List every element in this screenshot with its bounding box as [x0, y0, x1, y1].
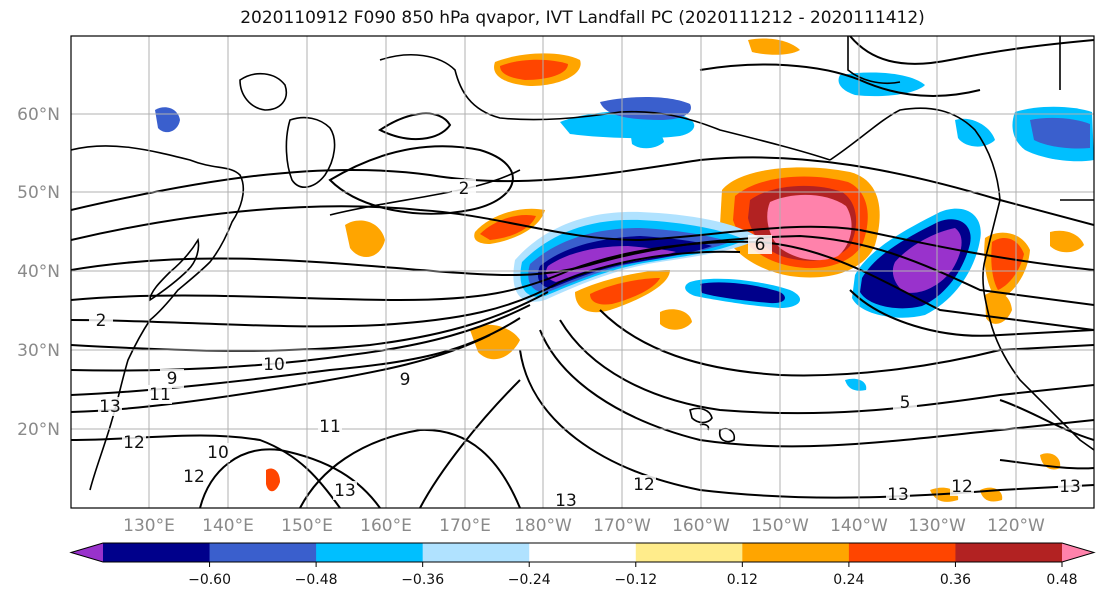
aleutian-islands — [329, 169, 521, 216]
colorbar-tick-label: 0.12 — [727, 572, 758, 588]
colorbar-outline — [69, 542, 1096, 563]
lon-label: 140°E — [202, 516, 254, 536]
colorbar: −0.60 −0.48 −0.36 −0.24 −0.12 0.12 0.24 0.36 0.4… — [69, 542, 1096, 588]
contour-label: 12 — [633, 475, 655, 495]
colorbar-tick-label: 0.48 — [1046, 572, 1077, 588]
colorbar-segment — [103, 543, 211, 562]
colorbar-segment — [209, 543, 317, 562]
colorbar-segment — [316, 543, 424, 562]
lon-label: 150°E — [281, 516, 333, 536]
lon-label: 120°W — [987, 516, 1045, 536]
colorbar-tick-label: −0.24 — [508, 572, 551, 588]
plot-frame — [70, 35, 1095, 509]
contour-label: 6 — [755, 235, 766, 255]
contour-label: 13 — [99, 397, 121, 417]
lat-label: 20°N — [17, 420, 60, 440]
lon-label: 170°E — [439, 516, 491, 536]
colorbar-tick-label: −0.60 — [188, 572, 231, 588]
japan-coastline — [149, 237, 200, 302]
kamchatka-coastline — [285, 116, 336, 188]
lon-label: 160°W — [672, 516, 730, 536]
alaska-coastline — [379, 54, 831, 161]
lon-label: 140°W — [830, 516, 888, 536]
contour-label: 11 — [149, 385, 171, 405]
contour-label: 13 — [334, 481, 356, 501]
contour-label: 12 — [183, 467, 205, 487]
contour-label: 5 — [900, 393, 911, 413]
colorbar-tick-label: −0.12 — [614, 572, 657, 588]
longitude-labels: 130°E 140°E 150°E 160°E 170°E 180°W 170°W 160°W… — [123, 516, 1045, 536]
colorbar-extend-high — [1062, 543, 1094, 562]
colorbar-segment — [848, 543, 956, 562]
contour-label: 9 — [400, 370, 411, 390]
contour-label: 13 — [1059, 477, 1081, 497]
grid-lines — [71, 36, 1094, 508]
colorbar-extend-low — [71, 543, 103, 562]
contour-label: 2 — [459, 179, 470, 199]
colorbar-segment — [529, 543, 637, 562]
contour-label: 11 — [319, 417, 341, 437]
lon-label: 130°E — [123, 516, 175, 536]
contour-lines — [71, 36, 1094, 508]
lat-label: 60°N — [17, 105, 60, 125]
map-title: 2020110912 F090 850 hPa qvapor, IVT Land… — [240, 8, 925, 28]
shaded-anomaly-fields — [155, 38, 1094, 502]
colorbar-segment — [422, 543, 530, 562]
contour-label: 9 — [167, 369, 178, 389]
lon-label: 130°W — [908, 516, 966, 536]
colorbar-tick-label: 0.36 — [940, 572, 971, 588]
lat-label: 40°N — [17, 262, 60, 282]
lon-label: 170°W — [593, 516, 651, 536]
contour-label: 10 — [207, 443, 229, 463]
lon-label: 150°W — [751, 516, 809, 536]
lat-label: 30°N — [17, 341, 60, 361]
colorbar-segment — [742, 543, 850, 562]
lon-label: 180°W — [514, 516, 572, 536]
contour-label: 2 — [96, 311, 107, 331]
latitude-labels: 60°N 50°N 40°N 30°N 20°N — [17, 105, 60, 440]
colorbar-segment — [955, 543, 1063, 562]
colorbar-segment — [635, 543, 743, 562]
colorbar-tick-label: 0.24 — [833, 572, 864, 588]
contour-label: 12 — [123, 433, 145, 453]
negative-anomaly-core — [545, 246, 676, 282]
colorbar-tick-label: −0.36 — [401, 572, 444, 588]
contour-label: 13 — [555, 491, 577, 511]
contour-label: 12 — [951, 477, 973, 497]
north-america-coastline — [982, 199, 1094, 451]
lon-label: 160°E — [360, 516, 412, 536]
contour-label: 13 — [887, 485, 909, 505]
contour-label: 10 — [263, 355, 285, 375]
lat-label: 50°N — [17, 183, 60, 203]
colorbar-tick-label: −0.48 — [295, 572, 338, 588]
